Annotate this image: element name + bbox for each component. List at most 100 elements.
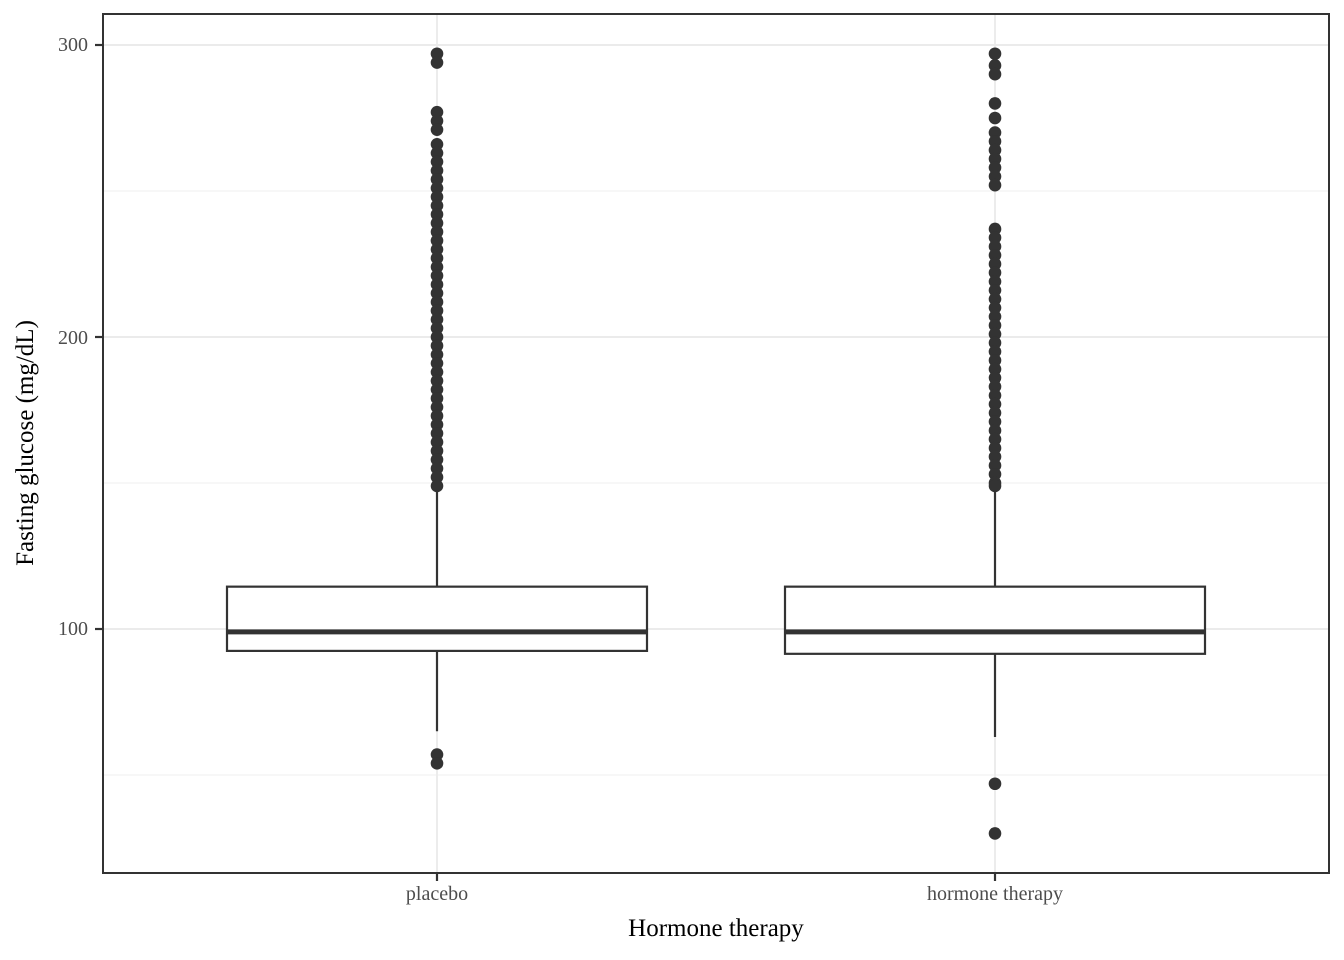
outlier-dot-placebo-158 xyxy=(430,453,444,466)
panel-background xyxy=(103,14,1329,873)
outlier-dot-placebo-294 xyxy=(430,56,444,69)
y-tick-label-200: 200 xyxy=(58,327,88,349)
outlier-dot-hormone-therapy-225 xyxy=(988,257,1002,271)
outlier-dot-placebo-212 xyxy=(430,295,444,309)
outlier-dot-placebo-251 xyxy=(430,181,444,195)
outlier-dot-placebo-161 xyxy=(430,444,444,458)
outlier-dot-hormone-therapy-216 xyxy=(988,283,1002,297)
outlier-dot-hormone-therapy-165 xyxy=(988,432,1002,446)
box-placebo xyxy=(225,585,649,652)
outlier-dot-placebo-54 xyxy=(430,757,444,770)
outlier-dot-hormone-therapy-180 xyxy=(988,389,1002,402)
outlier-dot-placebo-242 xyxy=(430,208,444,221)
outlier-dot-hormone-therapy-275 xyxy=(988,111,1002,125)
outlier-dot-hormone-therapy-149 xyxy=(988,479,1002,493)
outlier-dot-hormone-therapy-222 xyxy=(988,266,1002,280)
outlier-dot-placebo-57 xyxy=(430,748,444,761)
outlier-dot-placebo-176 xyxy=(430,400,444,414)
outlier-dot-placebo-179 xyxy=(430,392,444,405)
outlier-dot-placebo-167 xyxy=(430,427,444,440)
y-tick-label-300: 300 xyxy=(58,34,88,56)
outlier-dot-hormone-therapy-252 xyxy=(988,178,1002,192)
outlier-dot-hormone-therapy-189 xyxy=(988,362,1002,376)
outlier-dot-placebo-224 xyxy=(430,260,444,274)
panel-border xyxy=(102,13,1330,874)
outlier-dot-placebo-149 xyxy=(430,479,444,493)
outlier-dot-placebo-257 xyxy=(430,164,444,177)
outlier-dot-placebo-215 xyxy=(430,286,444,300)
outlier-dot-hormone-therapy-198 xyxy=(988,336,1002,350)
outlier-dot-placebo-248 xyxy=(430,190,444,204)
outlier-dot-hormone-therapy-47 xyxy=(988,777,1002,791)
outlier-dot-hormone-therapy-153 xyxy=(988,467,1002,481)
outlier-dot-placebo-185 xyxy=(430,374,444,388)
outlier-dot-hormone-therapy-201 xyxy=(988,327,1002,341)
outlier-dot-placebo-197 xyxy=(430,339,444,353)
outlier-dot-hormone-therapy-192 xyxy=(988,354,1002,367)
outlier-dot-placebo-194 xyxy=(430,348,444,361)
outlier-dot-placebo-245 xyxy=(430,199,444,212)
outlier-dot-hormone-therapy-231 xyxy=(988,240,1002,253)
outlier-dot-hormone-therapy-30 xyxy=(988,827,1002,840)
outlier-dot-hormone-therapy-210 xyxy=(988,301,1002,315)
outlier-dot-hormone-therapy-174 xyxy=(988,406,1002,420)
outlier-dot-placebo-233 xyxy=(430,234,444,247)
outlier-dot-placebo-227 xyxy=(430,251,444,265)
outlier-dot-hormone-therapy-255 xyxy=(988,170,1002,183)
outlier-dot-placebo-239 xyxy=(430,216,444,230)
x-axis-title: Hormone therapy xyxy=(628,915,804,942)
x-tick-label-placebo: placebo xyxy=(405,883,469,905)
outlier-dot-hormone-therapy-162 xyxy=(988,441,1002,455)
outlier-dot-hormone-therapy-183 xyxy=(988,380,1002,393)
outlier-dot-hormone-therapy-168 xyxy=(988,424,1002,437)
outlier-dot-placebo-170 xyxy=(430,418,444,431)
outlier-dot-hormone-therapy-159 xyxy=(988,450,1002,464)
x-tick-label-hormone-therapy: hormone therapy xyxy=(926,883,1064,905)
outlier-dot-placebo-277 xyxy=(430,105,444,119)
outlier-dot-placebo-188 xyxy=(430,365,444,379)
outlier-dot-placebo-191 xyxy=(430,356,444,370)
outlier-dot-hormone-therapy-280 xyxy=(988,97,1002,110)
outlier-dot-placebo-263 xyxy=(430,146,444,160)
outlier-dot-hormone-therapy-186 xyxy=(988,371,1002,385)
outlier-dot-placebo-164 xyxy=(430,435,444,449)
outlier-dot-hormone-therapy-264 xyxy=(988,143,1002,157)
outlier-dot-hormone-therapy-204 xyxy=(988,319,1002,332)
outlier-dot-placebo-274 xyxy=(430,114,444,128)
outlier-dot-placebo-230 xyxy=(430,243,444,256)
outlier-dot-placebo-260 xyxy=(430,155,444,169)
outlier-dot-hormone-therapy-290 xyxy=(988,67,1002,81)
box-hormone-therapy xyxy=(783,585,1207,655)
outlier-dot-hormone-therapy-213 xyxy=(988,292,1002,306)
outlier-dot-placebo-182 xyxy=(430,383,444,396)
outlier-dot-hormone-therapy-267 xyxy=(988,135,1002,148)
outlier-dot-placebo-173 xyxy=(430,409,444,423)
outlier-dot-placebo-155 xyxy=(430,462,444,475)
outlier-dot-hormone-therapy-270 xyxy=(988,126,1002,139)
outlier-dot-placebo-254 xyxy=(430,173,444,186)
outlier-dot-placebo-221 xyxy=(430,269,444,282)
outlier-dot-hormone-therapy-171 xyxy=(988,415,1002,428)
outlier-dot-placebo-209 xyxy=(430,304,444,318)
outlier-dot-hormone-therapy-219 xyxy=(988,275,1002,288)
outlier-dot-hormone-therapy-258 xyxy=(988,161,1002,174)
outlier-dot-hormone-therapy-237 xyxy=(988,222,1002,236)
outlier-dot-hormone-therapy-156 xyxy=(988,459,1002,472)
outlier-dot-placebo-236 xyxy=(430,225,444,239)
outlier-dot-placebo-206 xyxy=(430,313,444,326)
outlier-dot-hormone-therapy-228 xyxy=(988,248,1002,262)
outlier-dot-hormone-therapy-261 xyxy=(988,152,1002,166)
outlier-dot-placebo-200 xyxy=(430,330,444,344)
outlier-dot-placebo-152 xyxy=(430,470,444,484)
outlier-dot-placebo-271 xyxy=(430,123,444,136)
outlier-dot-placebo-203 xyxy=(430,321,444,335)
outlier-dot-hormone-therapy-207 xyxy=(988,310,1002,323)
outlier-dot-hormone-therapy-195 xyxy=(988,345,1002,358)
outlier-dot-placebo-297 xyxy=(430,47,444,61)
outlier-dot-hormone-therapy-177 xyxy=(988,397,1002,411)
outlier-dot-placebo-218 xyxy=(430,278,444,291)
outlier-dot-hormone-therapy-297 xyxy=(988,47,1002,61)
outlier-dot-hormone-therapy-234 xyxy=(988,231,1002,245)
